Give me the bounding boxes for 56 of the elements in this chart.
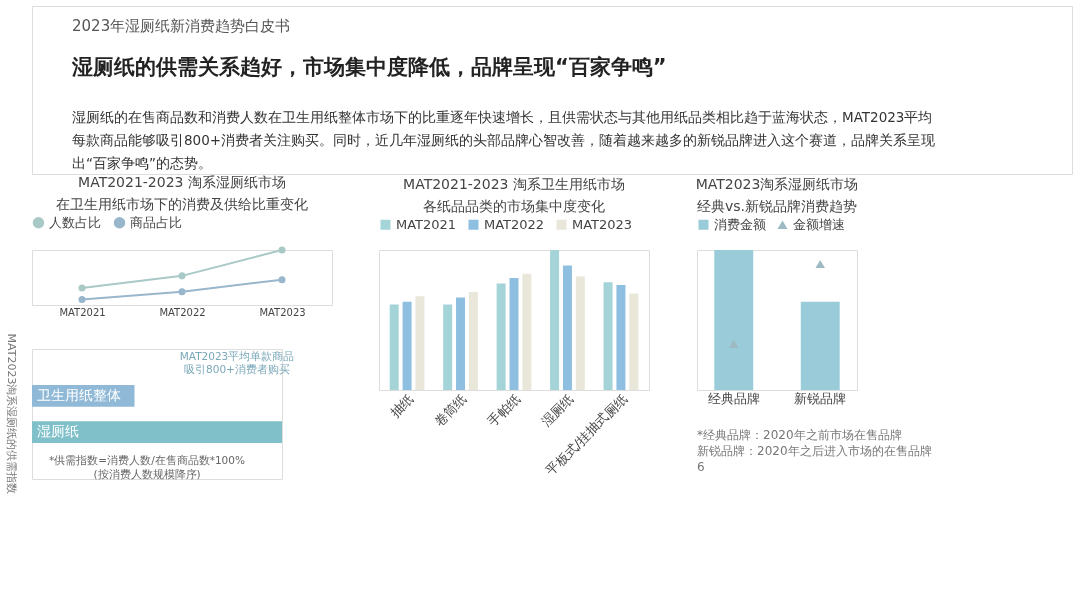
x-tick-label: 抽纸 (387, 391, 417, 421)
legend-label: MAT2021 (396, 216, 457, 232)
text: 2023年湿厕纸新消费趋势白皮书 (72, 17, 291, 35)
legend-label: 商品占比 (130, 214, 182, 230)
point (278, 276, 286, 284)
chart-title: MAT2021-2023 淘系卫生用纸市场 (403, 176, 625, 192)
x-tick-label: MAT2023 (259, 306, 306, 318)
bar (415, 296, 425, 390)
point (178, 272, 186, 280)
bar (389, 304, 399, 390)
x-tick-label: MAT2022 (159, 306, 206, 318)
bar (468, 292, 478, 390)
annotation: (按消费人数规模降序) (93, 468, 201, 480)
text: 出“百家争鸣”的态势。 (72, 155, 212, 171)
x-tick-label: 卷筒纸 (431, 391, 470, 430)
annotation: *供需指数=消费人数/在售商品数*100% (49, 454, 245, 466)
bar (550, 250, 560, 390)
text: 6 (697, 460, 705, 474)
x-tick-label: 手帕纸 (485, 391, 524, 430)
x-tick-label: MAT2021 (59, 306, 106, 318)
legend-label: MAT2023 (572, 216, 633, 232)
legend-label: 金额增速 (793, 216, 845, 232)
chart-subtitle: 在卫生用纸市场下的消费及供给比重变化 (56, 196, 308, 212)
point (178, 288, 186, 296)
legend-label: 人数占比 (49, 214, 101, 230)
text: 湿厕纸的供需关系趋好，市场集中度降低，品牌呈现“百家争鸣” (71, 55, 667, 79)
series-label: 消费金额 (714, 216, 766, 232)
point (78, 295, 86, 304)
bar (522, 273, 532, 390)
bar (629, 293, 639, 390)
x-tick-label: 新锐品牌 (794, 390, 847, 406)
bar (603, 282, 613, 390)
point (278, 246, 286, 254)
text: MAT2023淘系湿厕纸的供需指数 (5, 333, 18, 495)
point (78, 284, 86, 292)
annotation: MAT2023平均单款商品吸引800+消费者购买 (179, 350, 295, 375)
bar (562, 265, 572, 390)
x-tick-label: 经典品牌 (707, 390, 760, 406)
bar (402, 301, 412, 390)
text: 新锐品牌：2020年之后进入市场的在售品牌 (697, 444, 932, 458)
bar (509, 278, 519, 390)
bar (616, 285, 626, 390)
bar (456, 297, 466, 390)
text: *经典品牌：2020年之前市场在售品牌 (697, 428, 902, 442)
bar (496, 283, 506, 390)
text: 湿厕纸的在售商品数和消费人数在卫生用纸整体市场下的比重逐年快速增长，且供需状态与其他用纸品类相比趋于蓝海状态，MAT2023平均 (72, 109, 933, 125)
x-tick-label: 湿厕纸 (538, 391, 577, 430)
legend-label: MAT2022 (484, 216, 545, 232)
text: 每款商品能够吸引800+消费者关注购买。同时，近几年湿厕纸的头部品牌心智改善，随着越来越多的新锐品牌进入这个赛道，品牌关系呈现 (72, 132, 936, 148)
bar (443, 304, 453, 390)
chart-subtitle: 经典vs.新锐品牌消费趋势 (696, 198, 858, 214)
chart-subtitle: 各纸品品类的市场集中度变化 (423, 198, 605, 214)
y-tick-label: 卫生用纸整体 (37, 386, 121, 403)
chart-title: MAT2023淘系湿厕纸市场 (695, 176, 859, 192)
bar (575, 276, 585, 390)
chart-title: MAT2021-2023 淘系湿厕纸市场 (78, 174, 286, 190)
